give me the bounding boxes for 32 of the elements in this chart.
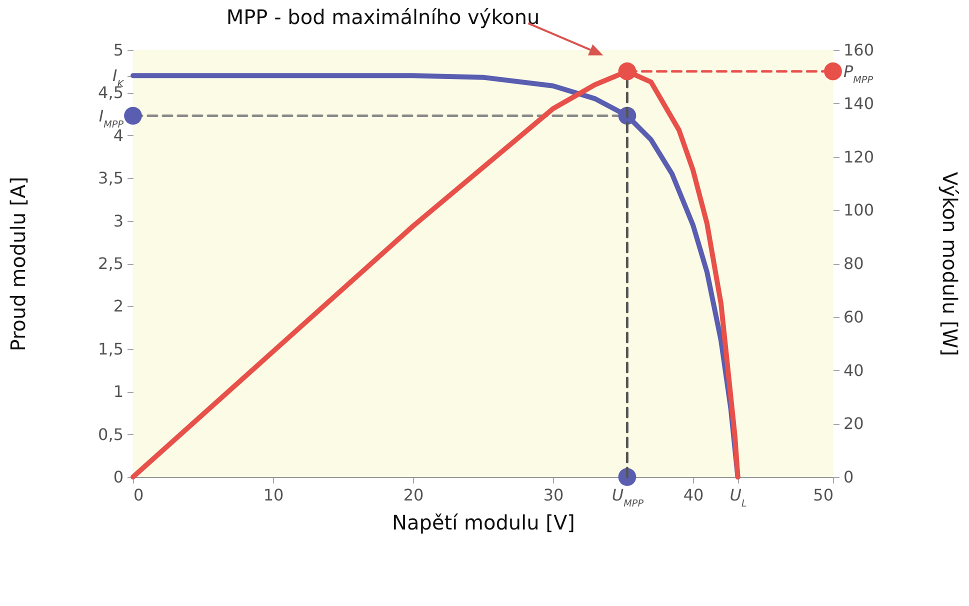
y2-tick-label: P$_{MPP}$: [844, 62, 874, 86]
x-tick-label: 30: [543, 486, 564, 504]
y-tick-label: 2,5: [98, 254, 124, 273]
y-tick-label: 0: [113, 468, 124, 486]
y2-axis-title: Výkon modulu [W]: [938, 172, 962, 356]
y2-tick-label: 80: [844, 254, 864, 273]
x-tick-label: U$_{MPP}$: [612, 486, 644, 509]
x-tick-label: 20: [403, 486, 424, 504]
y-tick-label: 2: [113, 296, 124, 316]
x-tick-label: U$_{L}$: [730, 486, 747, 509]
x-axis-title: Napětí modulu [V]: [392, 510, 575, 534]
y-tick-label: 0,5: [98, 424, 124, 444]
y-tick-label: 1: [113, 382, 124, 402]
y-tick-label: I$_{MPP}$: [98, 106, 124, 130]
y2-tick-label: 20: [844, 414, 864, 434]
y2-tick-label: 140: [844, 94, 874, 113]
y2-tick-label: 160: [844, 40, 874, 60]
y-tick-label: 1,5: [98, 339, 124, 358]
y-tick-label: 3,5: [98, 168, 124, 188]
y2-tick-label: 40: [844, 360, 864, 380]
y-axis-title: Proud modulu [A]: [6, 176, 30, 352]
y-tick-label: 5: [113, 40, 124, 60]
y2-tick-label: 100: [844, 200, 874, 220]
x-tick-label: 0: [134, 486, 144, 504]
chart-title: MPP - bod maximálního výkonu: [226, 5, 540, 29]
y2-tick-label: 0: [844, 468, 854, 486]
y2-tick-label: 120: [844, 147, 874, 166]
x-tick-label: 10: [263, 486, 284, 504]
y-tick-label: 3: [113, 211, 124, 230]
x-tick-label: 40: [683, 486, 704, 504]
x-tick-label: 50: [813, 486, 834, 504]
y2-tick-label: 60: [844, 307, 864, 326]
